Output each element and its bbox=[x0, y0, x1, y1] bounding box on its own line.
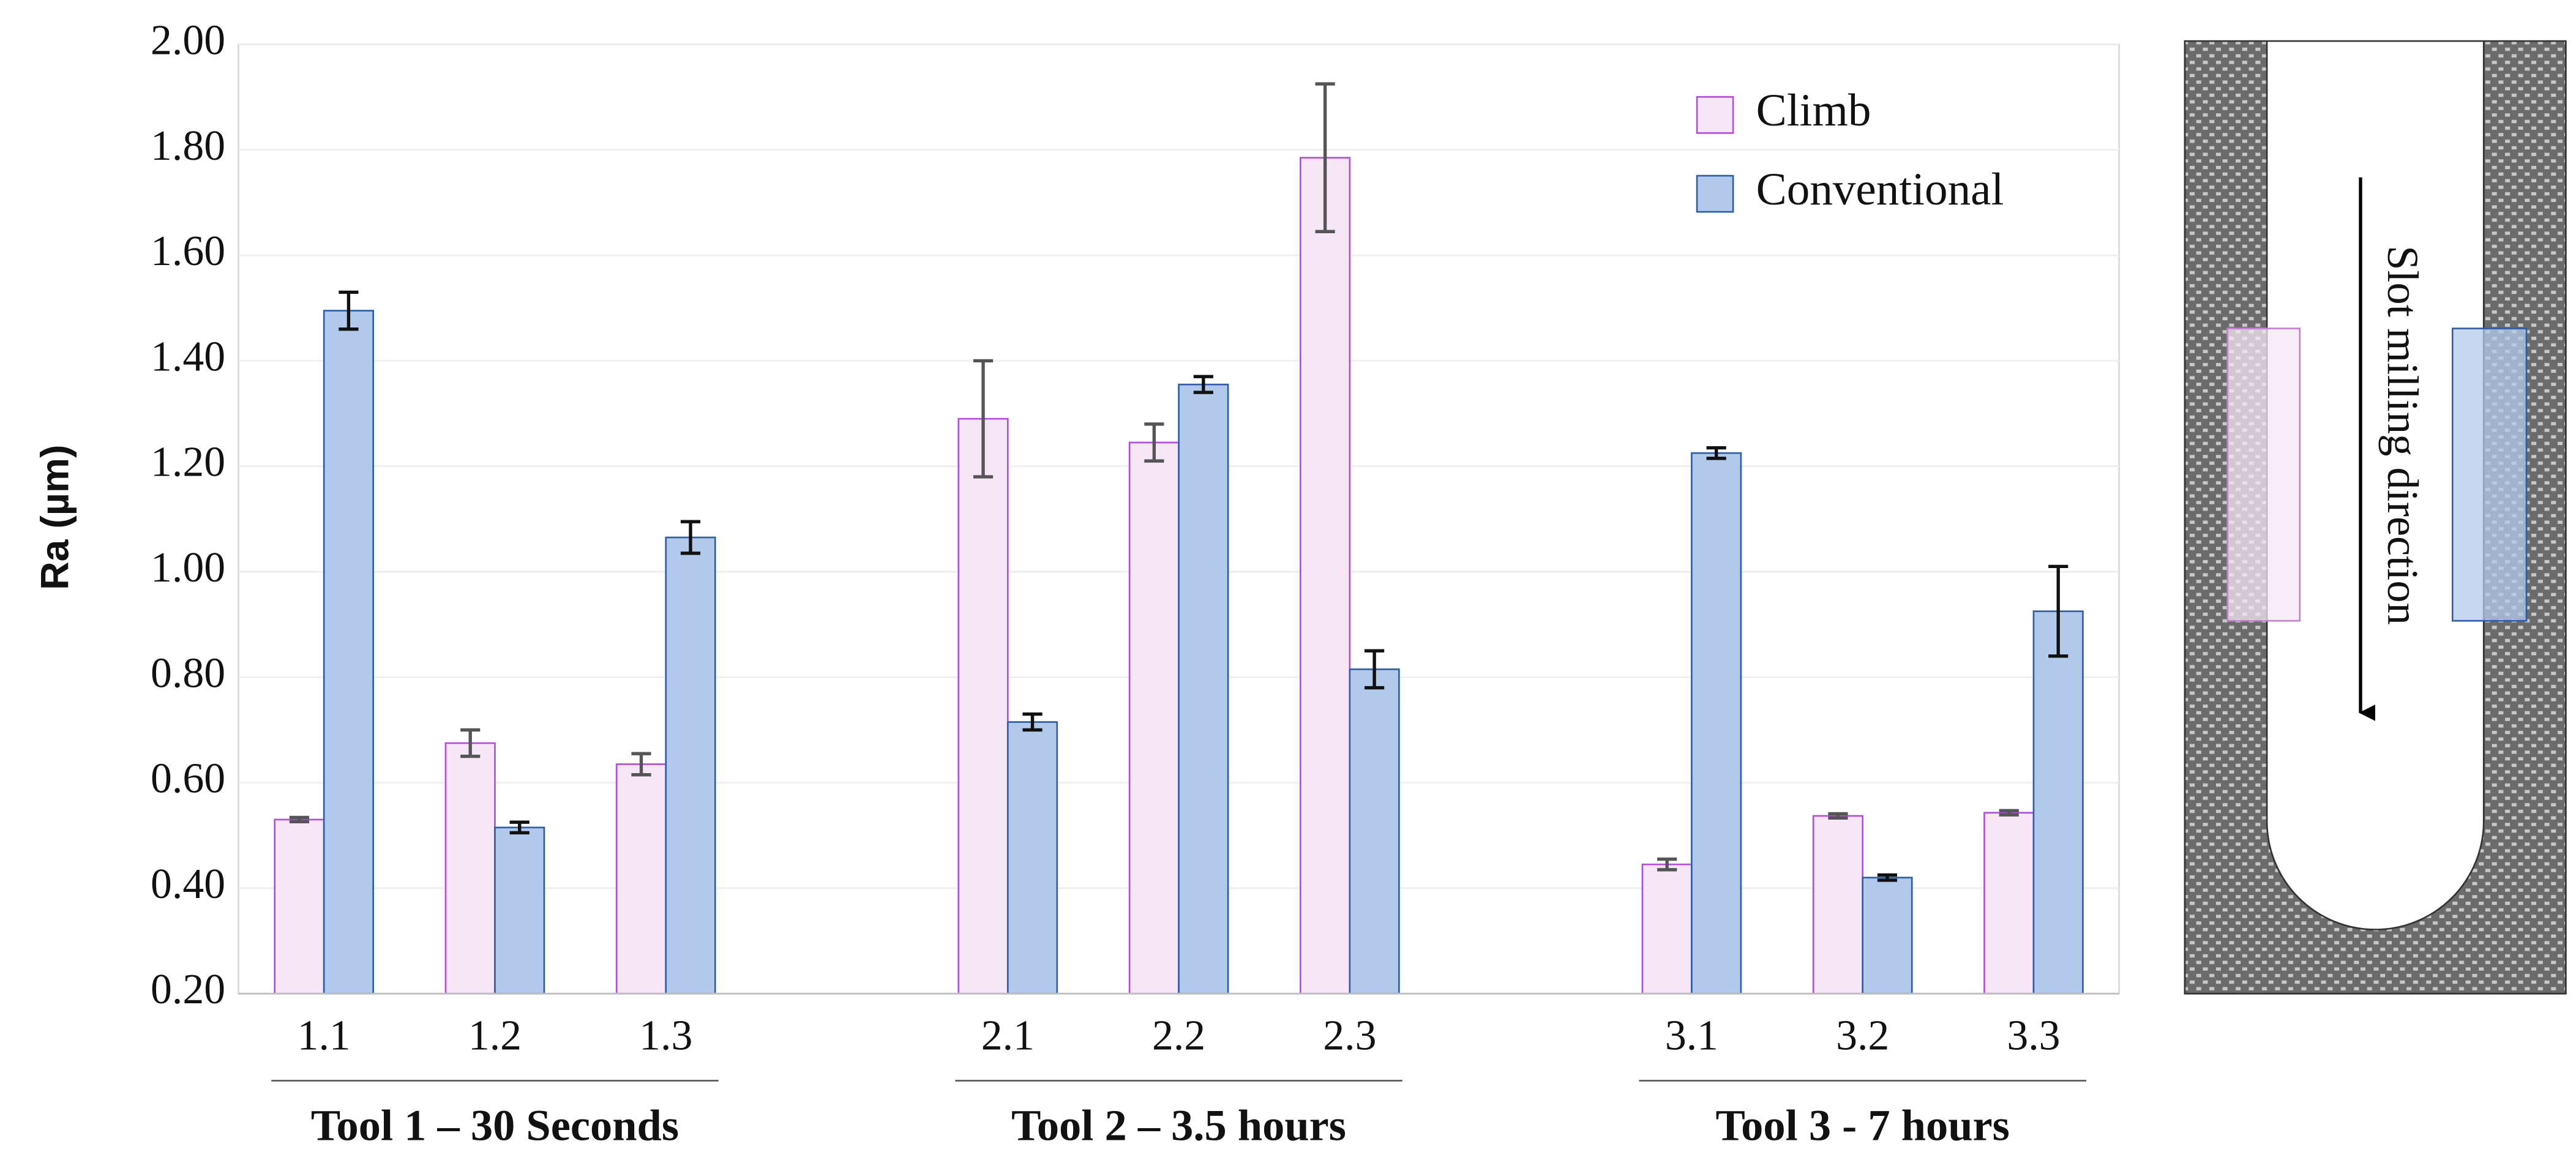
error-bar bbox=[289, 815, 310, 824]
bar bbox=[444, 742, 496, 995]
bar bbox=[665, 536, 716, 995]
x-tick-label: 3.2 bbox=[1836, 1012, 1889, 1059]
x-tick-label: 2.1 bbox=[981, 1012, 1035, 1059]
bar bbox=[1983, 812, 2035, 995]
y-tick-label: 1.20 bbox=[151, 439, 225, 486]
y-tick-label: 1.80 bbox=[151, 122, 225, 170]
y-tick-label: 2.00 bbox=[151, 17, 225, 64]
y-tick-label: 0.80 bbox=[151, 649, 225, 697]
legend-swatch bbox=[1696, 95, 1734, 134]
error-bar bbox=[1999, 809, 2019, 817]
slot-diagram: Slot milling direction bbox=[2184, 40, 2567, 995]
y-tick-label: 1.00 bbox=[151, 544, 225, 591]
x-tick-label: 2.2 bbox=[1152, 1012, 1205, 1059]
error-bar bbox=[509, 820, 530, 835]
error-bar bbox=[631, 752, 651, 777]
error-bar bbox=[680, 520, 701, 555]
error-bar bbox=[973, 359, 994, 479]
bar bbox=[1862, 877, 1913, 995]
y-axis-label: Ra (µm) bbox=[32, 444, 77, 589]
bar bbox=[2032, 610, 2084, 995]
x-tick-label: 1.1 bbox=[298, 1012, 351, 1059]
legend-swatch bbox=[1696, 174, 1734, 213]
error-bar bbox=[1706, 446, 1726, 460]
group-label: Tool 3 - 7 hours bbox=[1716, 1101, 2010, 1150]
conventional-cut bbox=[2451, 327, 2528, 622]
bar bbox=[1178, 383, 1229, 995]
diagram-label: Slot milling direction bbox=[2378, 245, 2428, 625]
x-tick-label: 1.3 bbox=[639, 1012, 692, 1059]
error-bar bbox=[1365, 649, 1385, 690]
x-tick-label: 3.1 bbox=[1665, 1012, 1718, 1059]
bar bbox=[615, 763, 667, 995]
bar bbox=[957, 417, 1009, 995]
error-bar bbox=[460, 728, 481, 758]
error-bar bbox=[1828, 812, 1848, 820]
y-tick-label: 0.60 bbox=[151, 755, 225, 802]
error-bar bbox=[1144, 422, 1164, 463]
bar bbox=[1006, 721, 1058, 995]
bar bbox=[1641, 863, 1693, 995]
y-tick-label: 1.60 bbox=[151, 228, 225, 275]
bar bbox=[323, 310, 375, 995]
y-tick-label: 0.20 bbox=[151, 966, 225, 1013]
error-bar bbox=[2048, 564, 2069, 658]
x-tick-label: 1.2 bbox=[468, 1012, 522, 1059]
x-tick-label: 2.3 bbox=[1323, 1012, 1376, 1059]
error-bar bbox=[1193, 375, 1213, 394]
error-bar bbox=[1877, 873, 1898, 882]
x-tick-label: 3.3 bbox=[2007, 1012, 2060, 1059]
bar bbox=[1349, 668, 1400, 995]
bar bbox=[1812, 815, 1864, 995]
y-tick-label: 1.40 bbox=[151, 333, 225, 380]
bar bbox=[494, 826, 545, 995]
error-bar bbox=[1657, 857, 1677, 872]
legend-label: Climb bbox=[1756, 85, 1871, 136]
y-tick-label: 0.40 bbox=[151, 861, 225, 908]
error-bar bbox=[1022, 712, 1043, 732]
group-label: Tool 2 – 3.5 hours bbox=[1011, 1101, 1346, 1150]
legend-label: Conventional bbox=[1756, 164, 2004, 215]
error-bar bbox=[339, 290, 359, 331]
bar bbox=[1691, 452, 1742, 995]
bar bbox=[1300, 157, 1351, 995]
climb-cut bbox=[2226, 327, 2301, 622]
error-bar bbox=[1315, 82, 1335, 233]
group-label: Tool 1 – 30 Seconds bbox=[311, 1101, 679, 1150]
bar bbox=[274, 818, 325, 995]
bar bbox=[1128, 441, 1180, 995]
